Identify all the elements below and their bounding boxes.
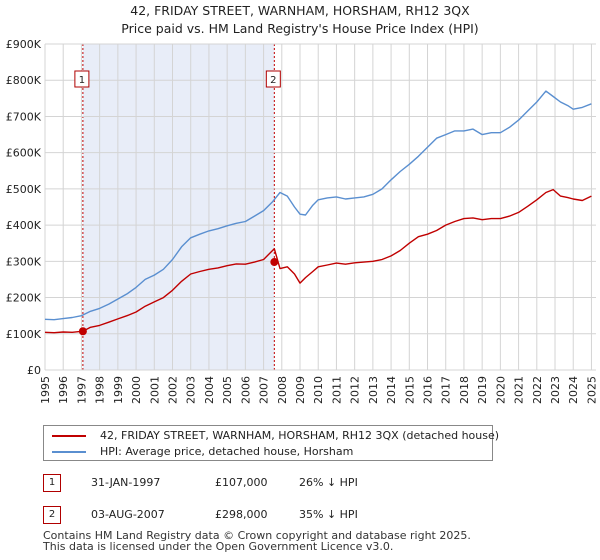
- x-tick-label: 2004: [203, 376, 216, 404]
- legend-label-hpi: HPI: Average price, detached house, Hors…: [100, 445, 354, 458]
- sale-row: 1 31-JAN-1997 £107,000 26% ↓ HPI: [43, 472, 463, 494]
- x-tick-label: 2011: [330, 376, 343, 404]
- x-tick-label: 1995: [39, 376, 52, 404]
- sale-price: £107,000: [215, 476, 268, 489]
- sale-hpi-comparison: 35% ↓ HPI: [299, 508, 358, 521]
- sale-date: 03-AUG-2007: [91, 508, 165, 521]
- title-line-1: 42, FRIDAY STREET, WARNHAM, HORSHAM, RH1…: [130, 3, 470, 18]
- legend: 42, FRIDAY STREET, WARNHAM, HORSHAM, RH1…: [43, 425, 499, 461]
- x-tick-label: 2009: [294, 376, 307, 404]
- footer-line-1: Contains HM Land Registry data © Crown c…: [43, 529, 471, 542]
- sale-price: £298,000: [215, 508, 268, 521]
- y-tick-label: £200K: [6, 292, 42, 305]
- footer-line-2: This data is licensed under the Open Gov…: [43, 540, 394, 553]
- legend-swatch-hpi: [52, 451, 86, 453]
- sale-number-badge: 2: [43, 506, 61, 524]
- sale-row: 2 03-AUG-2007 £298,000 35% ↓ HPI: [43, 504, 463, 526]
- y-tick-label: £400K: [6, 219, 42, 232]
- x-tick-label: 2012: [349, 376, 362, 404]
- y-tick-label: £100K: [6, 328, 42, 341]
- sale-point: [78, 327, 87, 336]
- x-tick-label: 2025: [585, 376, 598, 404]
- y-tick-label: £700K: [6, 110, 42, 123]
- x-tick-label: 2017: [440, 376, 453, 404]
- x-tick-label: 2015: [403, 376, 416, 404]
- legend-swatch-property: [52, 435, 86, 437]
- x-tick-label: 2018: [458, 376, 471, 404]
- title-line-2: Price paid vs. HM Land Registry's House …: [121, 21, 479, 36]
- y-tick-label: £0: [27, 364, 41, 377]
- x-tick-label: 2008: [276, 376, 289, 404]
- x-tick-label: 2023: [549, 376, 562, 404]
- y-tick-label: £900K: [6, 38, 42, 51]
- sale-number-label: 1: [79, 75, 85, 86]
- sale-number-box: [74, 70, 90, 88]
- sale-date: 31-JAN-1997: [91, 476, 161, 489]
- x-tick-label: 2002: [167, 376, 180, 404]
- x-tick-label: 2007: [258, 376, 271, 404]
- sale-point: [270, 258, 279, 267]
- x-tick-label: 1996: [57, 376, 70, 404]
- hpi-line: [44, 90, 592, 321]
- property-price-line: [44, 188, 592, 334]
- x-tick-label: 2000: [130, 376, 143, 404]
- x-tick-label: 2019: [476, 376, 489, 404]
- sale-number-badge: 1: [43, 474, 61, 492]
- x-tick-label: 2013: [367, 376, 380, 404]
- x-tick-label: 2001: [148, 376, 161, 404]
- sale-number-box: [265, 70, 281, 88]
- x-tick-label: 2016: [422, 376, 435, 404]
- x-tick-label: 2021: [513, 376, 526, 404]
- x-tick-label: 2014: [385, 376, 398, 404]
- sale-number-label: 2: [270, 75, 276, 86]
- x-tick-label: 2010: [312, 376, 325, 404]
- y-tick-label: £300K: [6, 255, 42, 268]
- y-tick-label: £500K: [6, 183, 42, 196]
- price-chart: 1 2 £0 £100K £200K £300K £400K £500K £600K £700K…: [6, 38, 599, 404]
- x-tick-label: 2024: [567, 376, 580, 404]
- x-tick-label: 1997: [75, 376, 88, 404]
- x-tick-label: 2022: [531, 376, 544, 404]
- x-tick-label: 2003: [185, 376, 198, 404]
- legend-item-hpi: HPI: Average price, detached house, Hors…: [44, 444, 484, 460]
- y-tick-label: £800K: [6, 74, 42, 87]
- footer-attribution: Contains HM Land Registry data © Crown c…: [43, 530, 471, 552]
- chart-title: 42, FRIDAY STREET, WARNHAM, HORSHAM, RH1…: [0, 2, 600, 38]
- x-tick-label: 2006: [239, 376, 252, 404]
- y-tick-label: £600K: [6, 147, 42, 160]
- x-tick-label: 1998: [94, 376, 107, 404]
- sale-hpi-comparison: 26% ↓ HPI: [299, 476, 358, 489]
- legend-label-property: 42, FRIDAY STREET, WARNHAM, HORSHAM, RH1…: [100, 429, 500, 442]
- x-tick-label: 2005: [221, 376, 234, 404]
- x-tick-label: 2020: [494, 376, 507, 404]
- ownership-shaded-region: [82, 44, 275, 370]
- x-tick-label: 1999: [112, 376, 125, 404]
- legend-item-property: 42, FRIDAY STREET, WARNHAM, HORSHAM, RH1…: [44, 428, 499, 444]
